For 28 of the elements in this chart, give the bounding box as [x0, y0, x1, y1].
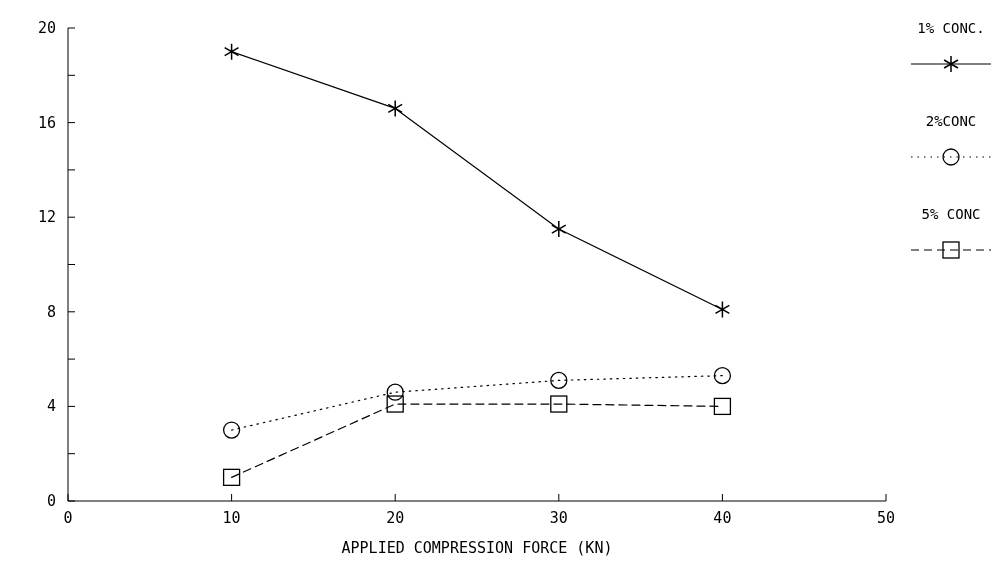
x-tick-label: 30: [549, 509, 568, 527]
y-tick-label: 16: [37, 113, 56, 132]
text: 5% CONC: [921, 206, 981, 222]
point: [222, 468, 241, 486]
y-tick-label: 4: [46, 397, 56, 416]
point: [714, 300, 731, 319]
y-tick-label: 12: [37, 208, 56, 227]
point: [386, 383, 404, 401]
point: [551, 220, 567, 238]
point: [550, 395, 568, 413]
point: [550, 371, 568, 390]
y-tick-label: 8: [46, 302, 56, 321]
point: [222, 421, 241, 439]
x-tick-label: 10: [222, 509, 241, 527]
point: [713, 367, 732, 385]
y-tick-label: 20: [37, 19, 56, 37]
point: [223, 42, 240, 61]
x-axis-title: APPLIED COMPRESSION FORCE (KN): [341, 539, 613, 557]
text: 2%CONC: [925, 113, 977, 129]
x-tick-label: 40: [713, 509, 732, 527]
point: [387, 99, 403, 118]
y-tick-label: 0: [46, 492, 56, 510]
x-tick-label: 0: [63, 509, 73, 527]
point: [386, 395, 404, 413]
text: 1% CONC.: [917, 20, 985, 36]
point: [713, 397, 732, 416]
x-tick-label: 50: [876, 509, 896, 527]
x-tick-label: 20: [386, 509, 405, 527]
